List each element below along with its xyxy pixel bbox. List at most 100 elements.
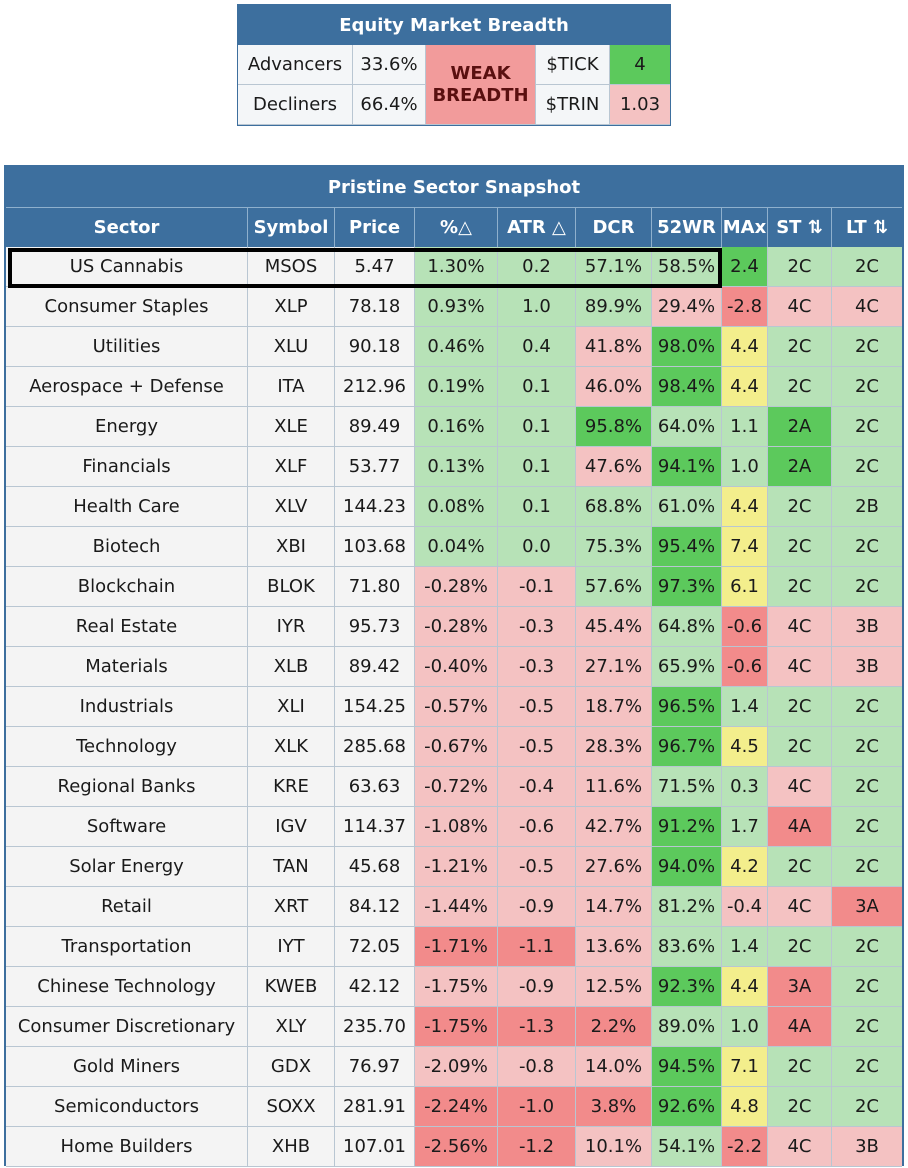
cell-st: 2C: [768, 247, 832, 287]
advancers-label: Advancers: [238, 45, 353, 85]
cell-max: 1.0: [722, 1007, 768, 1047]
column-header-price[interactable]: Price: [335, 207, 415, 247]
cell-price: 95.73: [335, 607, 415, 647]
cell-dcr: 68.8%: [576, 487, 652, 527]
cell-sector: US Cannabis: [6, 247, 248, 287]
sector-rows: US Cannabis MSOS 5.47 1.30% 0.2 57.1% 58.5% 2.4…: [6, 247, 902, 1167]
cell-symbol: XRT: [248, 887, 335, 927]
cell-atr-change: 0.4: [498, 327, 576, 367]
cell-atr-change: -0.5: [498, 727, 576, 767]
cell-sector: Financials: [6, 447, 248, 487]
column-header-lt[interactable]: LT ⇅: [832, 207, 902, 247]
cell-price: 42.12: [335, 967, 415, 1007]
cell-atr-change: -0.9: [498, 887, 576, 927]
cell-atr-change: 0.0: [498, 527, 576, 567]
table-row[interactable]: Aerospace + Defense ITA 212.96 0.19% 0.1 46.0…: [6, 367, 902, 407]
cell-max: 4.5: [722, 727, 768, 767]
table-row[interactable]: Transportation IYT 72.05 -1.71% -1.1 13.6% 83.…: [6, 927, 902, 967]
cell-sector: Software: [6, 807, 248, 847]
cell-lt: 2C: [832, 847, 902, 887]
cell-lt: 2C: [832, 767, 902, 807]
cell-sector: Energy: [6, 407, 248, 447]
cell-max: 4.4: [722, 367, 768, 407]
breadth-status-line1: WEAK: [450, 62, 511, 84]
cell-pct-change: 0.16%: [415, 407, 498, 447]
cell-lt: 2C: [832, 727, 902, 767]
cell-52wr: 98.0%: [652, 327, 722, 367]
table-row[interactable]: Industrials XLI 154.25 -0.57% -0.5 18.7% 96.5%…: [6, 687, 902, 727]
column-header-st[interactable]: ST ⇅: [768, 207, 832, 247]
cell-pct-change: -2.56%: [415, 1127, 498, 1167]
table-row[interactable]: Solar Energy TAN 45.68 -1.21% -0.5 27.6% 94.0%…: [6, 847, 902, 887]
cell-sector: Solar Energy: [6, 847, 248, 887]
cell-dcr: 13.6%: [576, 927, 652, 967]
cell-price: 154.25: [335, 687, 415, 727]
column-header-max[interactable]: MAx: [722, 207, 768, 247]
cell-st: 2C: [768, 927, 832, 967]
cell-pct-change: -1.44%: [415, 887, 498, 927]
cell-symbol: XLK: [248, 727, 335, 767]
table-row[interactable]: Health Care XLV 144.23 0.08% 0.1 68.8% 61.0% 4.…: [6, 487, 902, 527]
cell-atr-change: -0.8: [498, 1047, 576, 1087]
cell-st: 4A: [768, 807, 832, 847]
cell-max: 7.4: [722, 527, 768, 567]
table-row[interactable]: Home Builders XHB 107.01 -2.56% -1.2 10.1% 54.…: [6, 1127, 902, 1167]
table-row[interactable]: Materials XLB 89.42 -0.40% -0.3 27.1% 65.9% -0.…: [6, 647, 902, 687]
cell-dcr: 10.1%: [576, 1127, 652, 1167]
cell-dcr: 28.3%: [576, 727, 652, 767]
column-header-52wr[interactable]: 52WR: [652, 207, 722, 247]
column-header-symbol[interactable]: Symbol: [248, 207, 335, 247]
cell-52wr: 92.6%: [652, 1087, 722, 1127]
cell-max: 4.4: [722, 967, 768, 1007]
table-row[interactable]: Regional Banks KRE 63.63 -0.72% -0.4 11.6% 71.…: [6, 767, 902, 807]
cell-symbol: XLP: [248, 287, 335, 327]
advancers-value: 33.6%: [353, 45, 426, 85]
table-row[interactable]: Blockchain BLOK 71.80 -0.28% -0.1 57.6% 97.3% 6…: [6, 567, 902, 607]
cell-52wr: 96.7%: [652, 727, 722, 767]
table-row[interactable]: Technology XLK 285.68 -0.67% -0.5 28.3% 96.7% 4…: [6, 727, 902, 767]
decliners-value: 66.4%: [353, 85, 426, 125]
table-row[interactable]: Semiconductors SOXX 281.91 -2.24% -1.0 3.8% 92…: [6, 1087, 902, 1127]
cell-lt: 2C: [832, 367, 902, 407]
table-row[interactable]: Chinese Technology KWEB 42.12 -1.75% -0.9 12.…: [6, 967, 902, 1007]
table-row[interactable]: Gold Miners GDX 76.97 -2.09% -0.8 14.0% 94.5% 7…: [6, 1047, 902, 1087]
cell-lt: 2C: [832, 1087, 902, 1127]
table-row[interactable]: Utilities XLU 90.18 0.46% 0.4 41.8% 98.0% 4.4 2C…: [6, 327, 902, 367]
column-header-sector[interactable]: Sector: [6, 207, 248, 247]
cell-atr-change: -1.3: [498, 1007, 576, 1047]
breadth-status-badge: WEAK BREADTH: [426, 45, 536, 125]
breadth-title: Equity Market Breadth: [238, 5, 670, 45]
cell-sector: Biotech: [6, 527, 248, 567]
cell-pct-change: 0.08%: [415, 487, 498, 527]
column-header-dcr[interactable]: DCR: [576, 207, 652, 247]
cell-sector: Chinese Technology: [6, 967, 248, 1007]
cell-sector: Transportation: [6, 927, 248, 967]
cell-symbol: XLF: [248, 447, 335, 487]
column-header-atr-change[interactable]: ATR △: [498, 207, 576, 247]
table-row[interactable]: Energy XLE 89.49 0.16% 0.1 95.8% 64.0% 1.1 2A 2C: [6, 407, 902, 447]
table-row[interactable]: Retail XRT 84.12 -1.44% -0.9 14.7% 81.2% -0.4 4C…: [6, 887, 902, 927]
cell-pct-change: -0.57%: [415, 687, 498, 727]
column-header-pct-change[interactable]: %△: [415, 207, 498, 247]
cell-dcr: 95.8%: [576, 407, 652, 447]
cell-lt: 2C: [832, 687, 902, 727]
cell-dcr: 11.6%: [576, 767, 652, 807]
table-row[interactable]: Consumer Discretionary XLY 235.70 -1.75% -1.…: [6, 1007, 902, 1047]
cell-lt: 3B: [832, 1127, 902, 1167]
table-row[interactable]: Financials XLF 53.77 0.13% 0.1 47.6% 94.1% 1.0 2…: [6, 447, 902, 487]
cell-lt: 2C: [832, 967, 902, 1007]
cell-pct-change: 0.04%: [415, 527, 498, 567]
cell-max: -0.6: [722, 647, 768, 687]
cell-st: 2C: [768, 527, 832, 567]
table-row[interactable]: Software IGV 114.37 -1.08% -0.6 42.7% 91.2% 1.7…: [6, 807, 902, 847]
cell-atr-change: -1.2: [498, 1127, 576, 1167]
table-row[interactable]: US Cannabis MSOS 5.47 1.30% 0.2 57.1% 58.5% 2.4…: [6, 247, 902, 287]
cell-dcr: 42.7%: [576, 807, 652, 847]
cell-pct-change: -1.21%: [415, 847, 498, 887]
table-row[interactable]: Biotech XBI 103.68 0.04% 0.0 75.3% 95.4% 7.4 2C 2…: [6, 527, 902, 567]
cell-52wr: 64.8%: [652, 607, 722, 647]
sector-table-title: Pristine Sector Snapshot: [6, 167, 902, 207]
cell-52wr: 83.6%: [652, 927, 722, 967]
table-row[interactable]: Consumer Staples XLP 78.18 0.93% 1.0 89.9% 29.…: [6, 287, 902, 327]
table-row[interactable]: Real Estate IYR 95.73 -0.28% -0.3 45.4% 64.8% -…: [6, 607, 902, 647]
